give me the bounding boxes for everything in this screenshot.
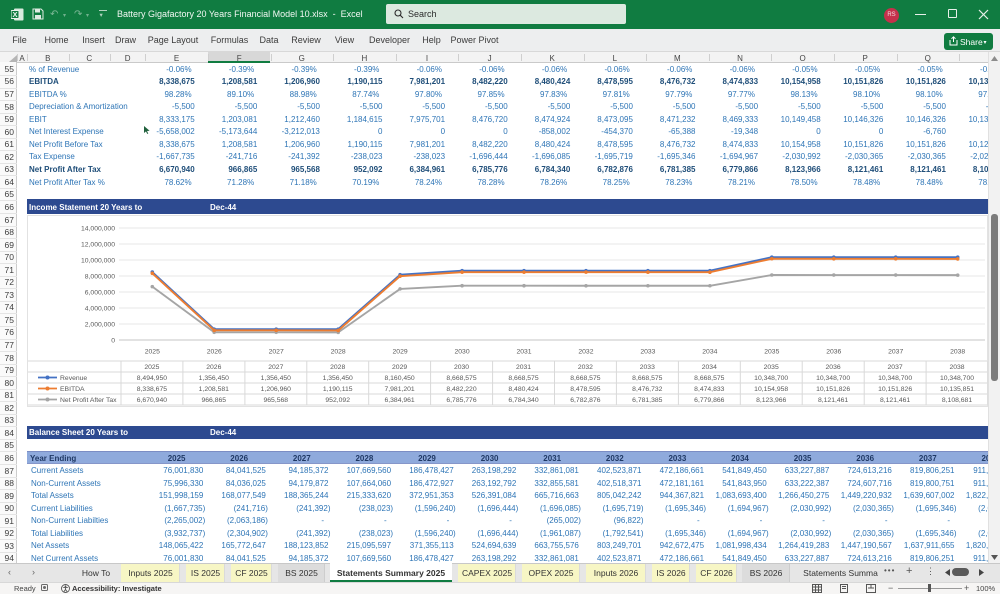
svg-text:4,000,000: 4,000,000: [85, 305, 115, 312]
svg-text:8,338,675: 8,338,675: [137, 386, 167, 393]
svg-text:10,154,958: 10,154,958: [754, 386, 788, 393]
svg-text:2,000,000: 2,000,000: [85, 321, 115, 328]
svg-text:2027: 2027: [268, 364, 283, 371]
svg-text:8,108,681: 8,108,681: [942, 397, 972, 404]
svg-text:8,121,461: 8,121,461: [818, 397, 848, 404]
svg-text:8,476,732: 8,476,732: [632, 386, 662, 393]
svg-text:2035: 2035: [764, 349, 779, 356]
svg-text:10,151,826: 10,151,826: [816, 386, 850, 393]
svg-text:2031: 2031: [516, 349, 531, 356]
svg-text:1,208,581: 1,208,581: [199, 386, 229, 393]
svg-text:2038: 2038: [950, 349, 965, 356]
svg-text:2025: 2025: [145, 349, 160, 356]
svg-text:10,348,700: 10,348,700: [878, 375, 912, 382]
svg-text:8,000,000: 8,000,000: [85, 273, 115, 280]
svg-text:8,494,950: 8,494,950: [137, 375, 167, 382]
svg-text:X: X: [12, 10, 17, 19]
svg-text:10,135,851: 10,135,851: [940, 386, 974, 393]
svg-text:6,000,000: 6,000,000: [85, 289, 115, 296]
svg-text:10,151,826: 10,151,826: [878, 386, 912, 393]
svg-text:8,478,595: 8,478,595: [570, 386, 600, 393]
svg-text:8,668,575: 8,668,575: [694, 375, 724, 382]
svg-text:6,785,776: 6,785,776: [446, 397, 476, 404]
svg-text:8,121,461: 8,121,461: [880, 397, 910, 404]
svg-text:1,206,960: 1,206,960: [261, 386, 291, 393]
svg-text:2034: 2034: [702, 364, 717, 371]
svg-text:2029: 2029: [393, 349, 408, 356]
svg-text:2025: 2025: [144, 364, 159, 371]
svg-text:10,348,700: 10,348,700: [940, 375, 974, 382]
svg-text:8,668,575: 8,668,575: [570, 375, 600, 382]
svg-text:EBITDA: EBITDA: [60, 386, 85, 393]
svg-text:Revenue: Revenue: [60, 375, 87, 382]
svg-text:966,865: 966,865: [202, 397, 227, 404]
svg-text:10,000,000: 10,000,000: [81, 257, 115, 264]
svg-text:0: 0: [111, 337, 115, 344]
svg-text:6,784,340: 6,784,340: [508, 397, 538, 404]
svg-text:965,568: 965,568: [264, 397, 289, 404]
svg-text:2030: 2030: [454, 364, 469, 371]
svg-text:2030: 2030: [454, 349, 469, 356]
svg-text:10,348,700: 10,348,700: [754, 375, 788, 382]
svg-text:6,781,385: 6,781,385: [632, 397, 662, 404]
svg-text:8,668,575: 8,668,575: [632, 375, 662, 382]
svg-text:8,480,424: 8,480,424: [508, 386, 538, 393]
svg-text:8,474,833: 8,474,833: [694, 386, 724, 393]
svg-text:2029: 2029: [392, 364, 407, 371]
svg-text:2037: 2037: [888, 364, 903, 371]
svg-text:2027: 2027: [269, 349, 284, 356]
svg-text:2032: 2032: [578, 364, 593, 371]
svg-text:2036: 2036: [826, 364, 841, 371]
svg-text:2034: 2034: [702, 349, 717, 356]
svg-text:2036: 2036: [826, 349, 841, 356]
svg-text:2033: 2033: [640, 364, 655, 371]
svg-text:8,482,220: 8,482,220: [446, 386, 476, 393]
svg-text:10,348,700: 10,348,700: [816, 375, 850, 382]
svg-text:6,779,866: 6,779,866: [694, 397, 724, 404]
svg-text:14,000,000: 14,000,000: [81, 225, 115, 232]
svg-text:2028: 2028: [331, 349, 346, 356]
svg-text:2032: 2032: [578, 349, 593, 356]
svg-text:1,356,450: 1,356,450: [199, 375, 229, 382]
svg-text:8,668,575: 8,668,575: [508, 375, 538, 382]
svg-text:2026: 2026: [207, 349, 222, 356]
svg-text:2038: 2038: [949, 364, 964, 371]
svg-text:6,782,876: 6,782,876: [570, 397, 600, 404]
svg-text:8,668,575: 8,668,575: [446, 375, 476, 382]
svg-text:1,190,115: 1,190,115: [323, 386, 353, 393]
svg-text:8,123,966: 8,123,966: [756, 397, 786, 404]
svg-text:6,384,961: 6,384,961: [384, 397, 414, 404]
svg-text:2028: 2028: [330, 364, 345, 371]
svg-text:12,000,000: 12,000,000: [81, 241, 115, 248]
svg-text:Net Profit After Tax: Net Profit After Tax: [60, 397, 117, 404]
svg-text:952,092: 952,092: [325, 397, 350, 404]
svg-text:2031: 2031: [516, 364, 531, 371]
svg-text:8,160,450: 8,160,450: [384, 375, 414, 382]
svg-text:2026: 2026: [206, 364, 221, 371]
svg-text:7,981,201: 7,981,201: [384, 386, 414, 393]
svg-text:6,670,940: 6,670,940: [137, 397, 167, 404]
svg-text:2035: 2035: [764, 364, 779, 371]
svg-text:2037: 2037: [888, 349, 903, 356]
svg-text:1,356,450: 1,356,450: [261, 375, 291, 382]
svg-text:1,356,450: 1,356,450: [323, 375, 353, 382]
svg-text:2033: 2033: [640, 349, 655, 356]
